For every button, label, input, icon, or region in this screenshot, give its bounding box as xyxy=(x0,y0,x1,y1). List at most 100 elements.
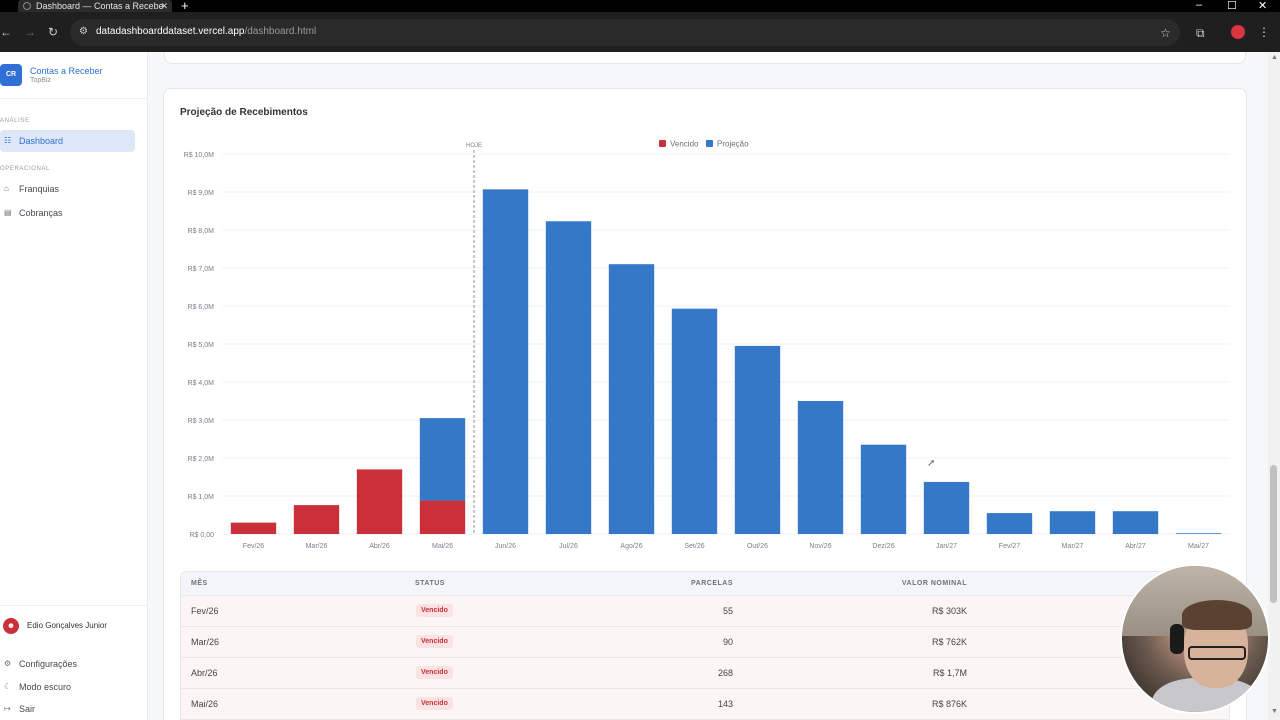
maximize-icon[interactable]: ☐ xyxy=(1227,0,1237,12)
scroll-down-icon[interactable]: ▼ xyxy=(1271,708,1278,715)
header-nominal: VALOR NOMINAL xyxy=(901,580,967,587)
store-icon: ⌂ xyxy=(4,184,9,193)
card-title: Projeção de Recebimentos xyxy=(180,107,308,118)
url-path: /dashboard.html xyxy=(244,26,317,37)
main-content: Projeção de Recebimentos R$ 0,00 R$ 1,0M R… xyxy=(148,52,1268,720)
url-text: datadashboarddataset.vercel.app/dashboar… xyxy=(96,26,316,37)
window-close-icon[interactable]: ✕ xyxy=(1258,0,1268,12)
cell-month: Mar/26 xyxy=(191,637,220,647)
back-icon[interactable]: ← xyxy=(0,25,12,39)
cell-parcels: 268 xyxy=(717,668,733,678)
tab-close-icon[interactable]: ✕ xyxy=(160,1,168,11)
x-tick-label: Mar/26 xyxy=(306,543,328,550)
bar-projeo-fev-27 xyxy=(986,513,1033,534)
scroll-up-icon[interactable]: ▲ xyxy=(1271,54,1278,61)
browser-tab[interactable]: Dashboard — Contas a Recebe ✕ xyxy=(18,0,172,12)
browser-toolbar: ← → ↻ ⚙ datadashboarddataset.vercel.app/… xyxy=(0,12,1280,52)
x-tick-label: Ago/26 xyxy=(620,543,642,550)
bar-projeo-ago-26 xyxy=(608,264,655,534)
bar-projeo-nov-26 xyxy=(797,401,844,534)
bar-projeo-jun-26 xyxy=(482,189,529,534)
bar-vencido-fev-26 xyxy=(230,522,277,534)
sidebar-item-dashboard[interactable]: ☷ Dashboard xyxy=(0,130,135,152)
status-badge: Vencido xyxy=(416,697,453,710)
sidebar: CR Contas a Receber TopBiz ANÁLISE ☷ Das… xyxy=(0,52,148,720)
brand-logo: CR xyxy=(0,64,22,86)
new-tab-icon[interactable]: + xyxy=(181,0,189,13)
tab-title: Dashboard — Contas a Recebe xyxy=(36,1,164,11)
bar-projeo-abr-27 xyxy=(1112,511,1159,534)
extensions-icon[interactable]: ⧉ xyxy=(1196,26,1205,40)
bar-projeo-jan-27 xyxy=(923,481,970,534)
header-month: MÊS xyxy=(191,580,208,587)
settings-link[interactable]: ⚙ Configurações xyxy=(0,659,77,669)
webcam-headset xyxy=(1170,624,1184,654)
user-avatar-icon[interactable]: ☻ xyxy=(3,618,19,634)
url-domain: datadashboarddataset.vercel.app xyxy=(96,26,245,37)
x-tick-label: Fev/26 xyxy=(243,543,265,550)
sidebar-item-label: Dashboard xyxy=(19,136,64,146)
settings-label: Configurações xyxy=(19,659,78,669)
previous-card xyxy=(164,52,1246,64)
forward-icon[interactable]: → xyxy=(24,25,36,39)
y-tick-label: R$ 2,0M xyxy=(188,456,215,463)
table-row[interactable]: Mar/26 Vencido 90 R$ 762K xyxy=(181,627,1229,658)
brand-subtitle: TopBiz xyxy=(30,77,52,84)
cell-nominal: R$ 876K xyxy=(931,699,967,709)
x-tick-label: Dez/26 xyxy=(872,543,894,550)
bar-projeo-dez-26 xyxy=(860,444,907,534)
browser-menu-icon[interactable]: ⋮ xyxy=(1258,25,1270,39)
bar-projeo-set-26 xyxy=(671,308,718,534)
y-tick-label: R$ 1,0M xyxy=(188,494,215,501)
webcam-person-glasses xyxy=(1188,646,1246,660)
mouse-cursor-icon: ➚ xyxy=(927,458,936,469)
bar-projeo-mai-26 xyxy=(419,418,466,501)
x-tick-label: Jun/26 xyxy=(495,543,516,550)
x-tick-label: Mai/26 xyxy=(432,543,453,550)
table-row[interactable]: Mai/26 Vencido 143 R$ 876K xyxy=(181,689,1229,720)
gear-icon: ⚙ xyxy=(4,659,12,668)
bookmark-star-icon[interactable]: ☆ xyxy=(1160,26,1171,40)
sidebar-divider xyxy=(0,605,148,606)
cell-nominal: R$ 1,7M xyxy=(932,668,967,678)
cell-parcels: 143 xyxy=(717,699,733,709)
x-tick-label: Nov/26 xyxy=(809,543,831,550)
sidebar-item-cobrancas[interactable]: ▤ Cobranças xyxy=(0,202,135,224)
table-row[interactable]: Abr/26 Vencido 268 R$ 1,7M xyxy=(181,658,1229,689)
y-tick-label: R$ 5,0M xyxy=(188,342,215,349)
cell-parcels: 55 xyxy=(722,606,733,616)
bar-vencido-mar-26 xyxy=(293,505,340,534)
projection-chart: R$ 0,00 R$ 1,0M R$ 2,0M R$ 3,0M R$ 4,0M R$ 5,… xyxy=(184,140,1230,550)
bar-vencido-mai-26 xyxy=(419,500,466,534)
page-scrollbar[interactable] xyxy=(1268,52,1280,720)
status-badge: Vencido xyxy=(416,604,453,617)
status-badge: Vencido xyxy=(416,635,453,648)
grid-icon: ☷ xyxy=(4,136,12,145)
globe-icon xyxy=(23,2,31,10)
sidebar-divider xyxy=(0,98,148,99)
sidebar-item-franquias[interactable]: ⌂ Franquias xyxy=(0,178,135,200)
dark-mode-label: Modo escuro xyxy=(19,682,72,692)
header-parcels: PARCELAS xyxy=(691,580,733,587)
logout-link[interactable]: ↦ Sair xyxy=(0,704,35,714)
x-tick-label: Jan/27 xyxy=(936,543,957,550)
address-bar[interactable]: ⚙ datadashboarddataset.vercel.app/dashbo… xyxy=(70,19,1180,46)
dark-mode-toggle[interactable]: ☾ Modo escuro xyxy=(0,682,71,692)
x-tick-label: Mai/27 xyxy=(1188,543,1209,550)
x-tick-label: Fev/27 xyxy=(999,543,1021,550)
cell-month: Fev/26 xyxy=(191,606,219,616)
reload-icon[interactable]: ↻ xyxy=(48,25,59,39)
cell-month: Mai/26 xyxy=(191,699,219,709)
table-row[interactable]: Fev/26 Vencido 55 R$ 303K xyxy=(181,596,1229,627)
cell-nominal: R$ 303K xyxy=(931,606,967,616)
site-info-icon[interactable]: ⚙ xyxy=(79,26,88,37)
minimize-icon[interactable]: – xyxy=(1196,0,1203,11)
user-name: Edio Gonçalves Junior xyxy=(27,621,108,630)
profile-avatar-icon[interactable] xyxy=(1231,25,1245,39)
logout-icon: ↦ xyxy=(4,704,11,713)
y-tick-label: R$ 3,0M xyxy=(188,418,215,425)
today-marker-label: HOJE xyxy=(466,143,482,149)
section-label-operational: OPERACIONAL xyxy=(0,166,50,172)
scrollbar-thumb[interactable] xyxy=(1270,465,1277,603)
legend-swatch xyxy=(659,140,666,147)
